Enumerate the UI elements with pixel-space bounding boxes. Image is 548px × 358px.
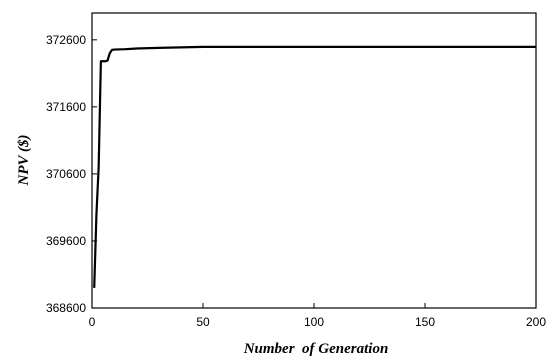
x-tick-label: 150 (415, 315, 435, 329)
y-tick-label: 368600 (46, 301, 86, 315)
x-tick-label: 100 (304, 315, 324, 329)
y-tick-label: 372600 (46, 33, 86, 47)
tick-labels: 0 50 100 150 200 368600 369600 370600 371600 3726… (46, 33, 546, 329)
y-tick-label: 369600 (46, 234, 86, 248)
y-tick-label: 371600 (46, 100, 86, 114)
plot-frame (91, 12, 537, 309)
series-line (93, 45, 536, 288)
y-axis-title: NPV ($) (16, 135, 32, 187)
x-tick-label: 0 (89, 315, 96, 329)
x-tick-label: 50 (196, 315, 210, 329)
x-axis-title: Number of Generation (243, 341, 389, 357)
ticks (91, 39, 537, 309)
y-tick-label: 370600 (46, 167, 86, 181)
x-tick-label: 200 (526, 315, 546, 329)
